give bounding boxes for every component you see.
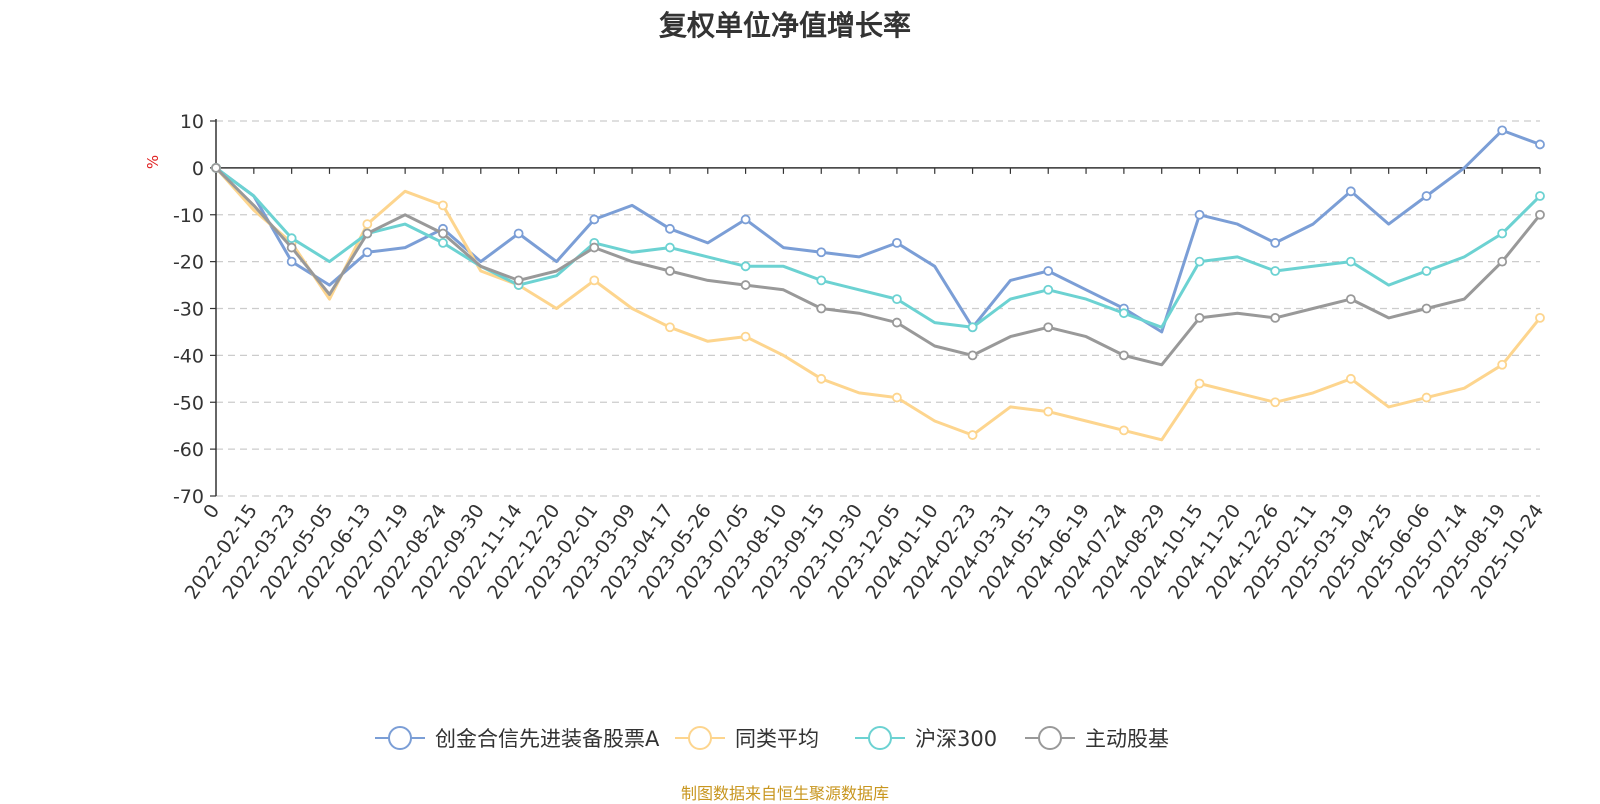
legend-label: 同类平均	[735, 727, 819, 751]
data-point	[1043, 284, 1054, 295]
data-point	[740, 331, 751, 342]
data-point	[1270, 237, 1281, 248]
legend-marker-icon	[868, 726, 892, 750]
y-tick-label: -60	[173, 439, 204, 461]
legend[interactable]: 创金合信先进装备股票A 同类平均 沪深300 主动股基	[375, 726, 1169, 751]
legend-label: 沪深300	[915, 727, 997, 751]
data-point	[1497, 256, 1508, 267]
data-point	[1497, 228, 1508, 239]
y-axis-label: %	[144, 155, 162, 169]
y-tick-label: -10	[173, 205, 204, 227]
data-point	[1535, 139, 1545, 150]
data-point	[438, 200, 448, 211]
data-point	[967, 430, 978, 440]
data-point	[1118, 308, 1129, 319]
data-point	[1345, 186, 1356, 197]
y-tick-label: -50	[173, 392, 204, 414]
data-point	[816, 303, 827, 314]
data-point	[362, 219, 373, 230]
data-point	[1043, 322, 1054, 333]
data-point	[286, 233, 297, 244]
data-point	[1345, 256, 1356, 267]
legend-marker-icon	[1038, 726, 1062, 750]
data-point	[286, 242, 297, 253]
data-point	[438, 228, 448, 239]
legend-marker-icon	[388, 726, 412, 750]
data-point	[1270, 397, 1281, 408]
series-line-1	[214, 166, 1542, 442]
data-point	[892, 294, 902, 305]
data-point	[740, 261, 751, 272]
data-point	[967, 350, 978, 361]
data-point	[1345, 373, 1356, 384]
data-point	[1535, 209, 1545, 220]
x-tick-label: 0	[199, 500, 224, 523]
source-note: 制图数据来自恒生聚源数据库	[680, 784, 889, 803]
data-point	[1535, 191, 1545, 201]
legend-item[interactable]: 沪深300	[855, 726, 997, 751]
grid-layer	[216, 120, 1540, 497]
y-tick-label: -20	[173, 252, 204, 274]
data-point	[1421, 191, 1432, 201]
y-tick-label: -70	[173, 486, 204, 508]
data-point	[665, 322, 675, 333]
data-point	[665, 266, 675, 276]
data-point	[1421, 266, 1432, 276]
data-point	[589, 275, 600, 286]
legend-item[interactable]: 创金合信先进装备股票A	[375, 726, 660, 751]
data-point	[1421, 303, 1432, 314]
series-line-3	[214, 166, 1542, 367]
data-point	[1043, 266, 1054, 276]
data-point	[1194, 312, 1205, 323]
y-tick-label: -40	[173, 345, 204, 367]
data-point	[1194, 256, 1205, 267]
y-tick-label: 0	[192, 158, 204, 180]
data-point	[1118, 350, 1129, 361]
series-line-2	[214, 166, 1542, 329]
legend-label: 创金合信先进装备股票A	[435, 727, 660, 751]
data-point	[589, 214, 600, 225]
data-point	[362, 247, 373, 258]
data-point	[1535, 312, 1545, 323]
data-point	[665, 242, 675, 253]
series-layer	[211, 125, 1545, 442]
data-point	[816, 373, 827, 384]
data-point	[1421, 392, 1432, 403]
y-tick-label: -30	[173, 299, 204, 321]
data-point	[286, 256, 297, 267]
data-point	[1497, 125, 1508, 136]
data-point	[1270, 312, 1281, 323]
data-point	[1497, 359, 1508, 370]
data-point	[1194, 378, 1205, 389]
data-point	[967, 322, 978, 333]
data-point	[1270, 266, 1281, 276]
data-point	[589, 242, 600, 253]
data-point	[892, 392, 902, 403]
axis-layer: 100-10-20-30-40-50-60-70%02022-02-152022…	[144, 111, 1548, 603]
chart-title: 复权单位净值增长率	[658, 9, 911, 42]
data-point	[740, 214, 751, 225]
data-point	[513, 228, 524, 239]
legend-item[interactable]: 主动股基	[1025, 726, 1169, 751]
data-point	[816, 247, 827, 258]
data-point	[1345, 294, 1356, 305]
data-point	[362, 228, 373, 239]
data-point	[816, 275, 827, 286]
data-point	[1043, 406, 1054, 417]
data-point	[1194, 209, 1205, 220]
legend-marker-icon	[688, 726, 712, 750]
data-point	[665, 223, 675, 234]
y-tick-label: 10	[180, 111, 204, 133]
data-point	[892, 237, 902, 248]
data-point	[513, 275, 524, 286]
data-point	[438, 237, 448, 248]
data-point	[211, 162, 221, 173]
data-point	[892, 317, 902, 328]
legend-label: 主动股基	[1085, 727, 1169, 751]
data-point	[1118, 425, 1129, 436]
legend-item[interactable]: 同类平均	[675, 726, 819, 751]
data-point	[740, 280, 751, 290]
